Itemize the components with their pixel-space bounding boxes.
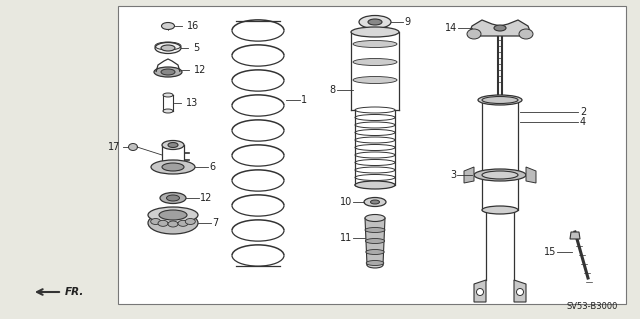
Ellipse shape: [365, 227, 385, 233]
Text: 2: 2: [580, 107, 586, 117]
Ellipse shape: [482, 97, 518, 103]
Polygon shape: [365, 218, 385, 265]
Ellipse shape: [160, 192, 186, 204]
Ellipse shape: [151, 160, 195, 174]
Ellipse shape: [161, 45, 175, 51]
Ellipse shape: [353, 58, 397, 65]
Ellipse shape: [161, 23, 175, 29]
Ellipse shape: [158, 220, 168, 226]
Text: 12: 12: [200, 193, 212, 203]
Ellipse shape: [159, 210, 187, 220]
Ellipse shape: [162, 140, 184, 150]
Text: 6: 6: [209, 162, 215, 172]
Text: 15: 15: [543, 247, 556, 257]
Text: 7: 7: [212, 218, 218, 228]
Ellipse shape: [494, 25, 506, 31]
Polygon shape: [468, 20, 532, 36]
Ellipse shape: [366, 261, 384, 265]
Text: 16: 16: [187, 21, 199, 31]
Text: 14: 14: [445, 23, 457, 33]
Text: 10: 10: [340, 197, 352, 207]
Text: 11: 11: [340, 233, 352, 243]
Text: 4: 4: [580, 117, 586, 127]
Ellipse shape: [366, 249, 384, 255]
Ellipse shape: [150, 219, 161, 225]
Text: 9: 9: [404, 17, 410, 27]
Polygon shape: [526, 167, 536, 183]
Ellipse shape: [368, 19, 382, 25]
Ellipse shape: [162, 163, 184, 171]
Ellipse shape: [516, 288, 524, 295]
Ellipse shape: [371, 200, 380, 204]
Text: 13: 13: [186, 98, 198, 108]
Ellipse shape: [359, 16, 391, 28]
Ellipse shape: [163, 109, 173, 113]
Text: SV53-B3000: SV53-B3000: [566, 302, 618, 311]
Polygon shape: [570, 232, 580, 239]
Ellipse shape: [353, 41, 397, 48]
Ellipse shape: [353, 77, 397, 84]
Text: FR.: FR.: [65, 287, 84, 297]
Ellipse shape: [355, 181, 395, 189]
Text: 17: 17: [108, 142, 120, 152]
Ellipse shape: [477, 288, 483, 295]
Ellipse shape: [364, 197, 386, 206]
Ellipse shape: [482, 171, 518, 179]
Ellipse shape: [166, 195, 179, 201]
Ellipse shape: [148, 207, 198, 223]
Text: 8: 8: [330, 85, 336, 95]
Text: 1: 1: [301, 95, 307, 105]
Ellipse shape: [148, 212, 198, 234]
Polygon shape: [514, 280, 526, 302]
Ellipse shape: [467, 29, 481, 39]
Ellipse shape: [155, 42, 181, 54]
Ellipse shape: [478, 95, 522, 105]
Ellipse shape: [365, 214, 385, 221]
Ellipse shape: [168, 143, 178, 147]
Polygon shape: [474, 280, 486, 302]
Ellipse shape: [519, 29, 533, 39]
Ellipse shape: [186, 219, 195, 225]
Ellipse shape: [129, 144, 138, 151]
Ellipse shape: [351, 27, 399, 37]
Ellipse shape: [163, 93, 173, 97]
Text: 5: 5: [193, 43, 199, 53]
Ellipse shape: [482, 206, 518, 214]
Ellipse shape: [168, 221, 178, 227]
Ellipse shape: [178, 220, 188, 226]
Ellipse shape: [367, 262, 383, 268]
Text: 12: 12: [194, 65, 206, 75]
Ellipse shape: [161, 69, 175, 75]
Text: 3: 3: [450, 170, 456, 180]
Ellipse shape: [365, 239, 385, 243]
Ellipse shape: [154, 67, 182, 77]
Ellipse shape: [474, 169, 526, 181]
Bar: [118, 6, 626, 304]
Polygon shape: [464, 167, 474, 183]
